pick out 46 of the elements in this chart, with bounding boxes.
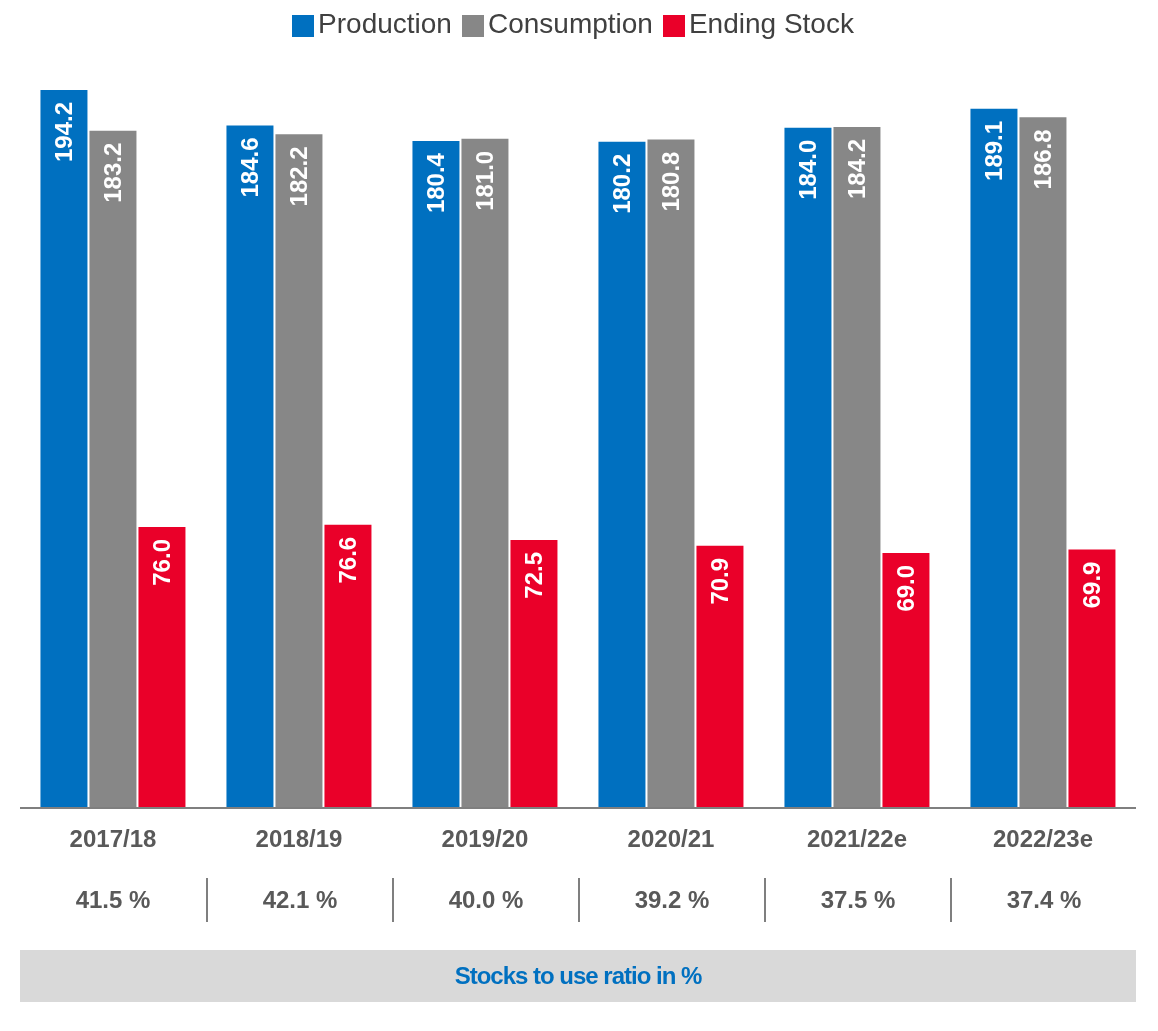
text: 37.5 % [764, 878, 950, 922]
x-tick-label: 2017/18 [69, 825, 157, 853]
bar [510, 539, 558, 808]
text: Stocks to use ratio in % [20, 950, 1136, 1002]
data-label: 70.9 [706, 557, 734, 605]
legend-label: Production [318, 8, 452, 39]
data-label: 182.2 [285, 146, 313, 207]
bar [138, 527, 186, 808]
x-tick-label: 2021/22e [806, 825, 908, 853]
data-label: 76.0 [148, 539, 176, 586]
bar [226, 125, 274, 808]
x-tick-label: 2018/19 [255, 825, 343, 853]
data-label: 189.1 [980, 120, 1008, 181]
data-label: 180.8 [657, 151, 685, 212]
bar [970, 108, 1018, 808]
legend-label: Ending Stock [688, 8, 854, 39]
x-tick-label: 2019/20 [441, 825, 529, 853]
bar [598, 141, 646, 808]
legend-label: Consumption [487, 8, 653, 39]
text: 42.1 % [206, 878, 392, 922]
bar [412, 141, 460, 808]
data-label: 69.0 [892, 564, 920, 612]
data-label: 184.2 [843, 138, 871, 200]
bar [40, 90, 88, 808]
bar [324, 524, 372, 808]
data-label: 72.5 [520, 551, 548, 599]
text: 39.2 % [578, 878, 764, 922]
text: 41.5 % [74, 885, 152, 915]
data-label: 183.2 [99, 142, 127, 203]
data-label: 180.2 [608, 153, 636, 214]
data-label: 69.9 [1078, 561, 1106, 609]
text: 40.0 % [392, 878, 578, 922]
bar [1068, 549, 1116, 808]
data-label: 194.2 [50, 102, 78, 163]
data-label: 184.0 [794, 139, 822, 200]
data-label: 76.6 [334, 536, 362, 584]
bar [784, 127, 832, 808]
bar [696, 545, 744, 808]
data-label: 186.8 [1029, 129, 1057, 190]
x-tick-label: 2020/21 [627, 825, 715, 853]
text: 37.4 % [950, 878, 1136, 922]
bar [882, 552, 930, 808]
x-tick-label: 2022/23e [992, 825, 1094, 853]
data-label: 184.6 [236, 137, 264, 198]
data-label: 180.4 [422, 152, 450, 214]
data-label: 181.0 [471, 150, 499, 211]
